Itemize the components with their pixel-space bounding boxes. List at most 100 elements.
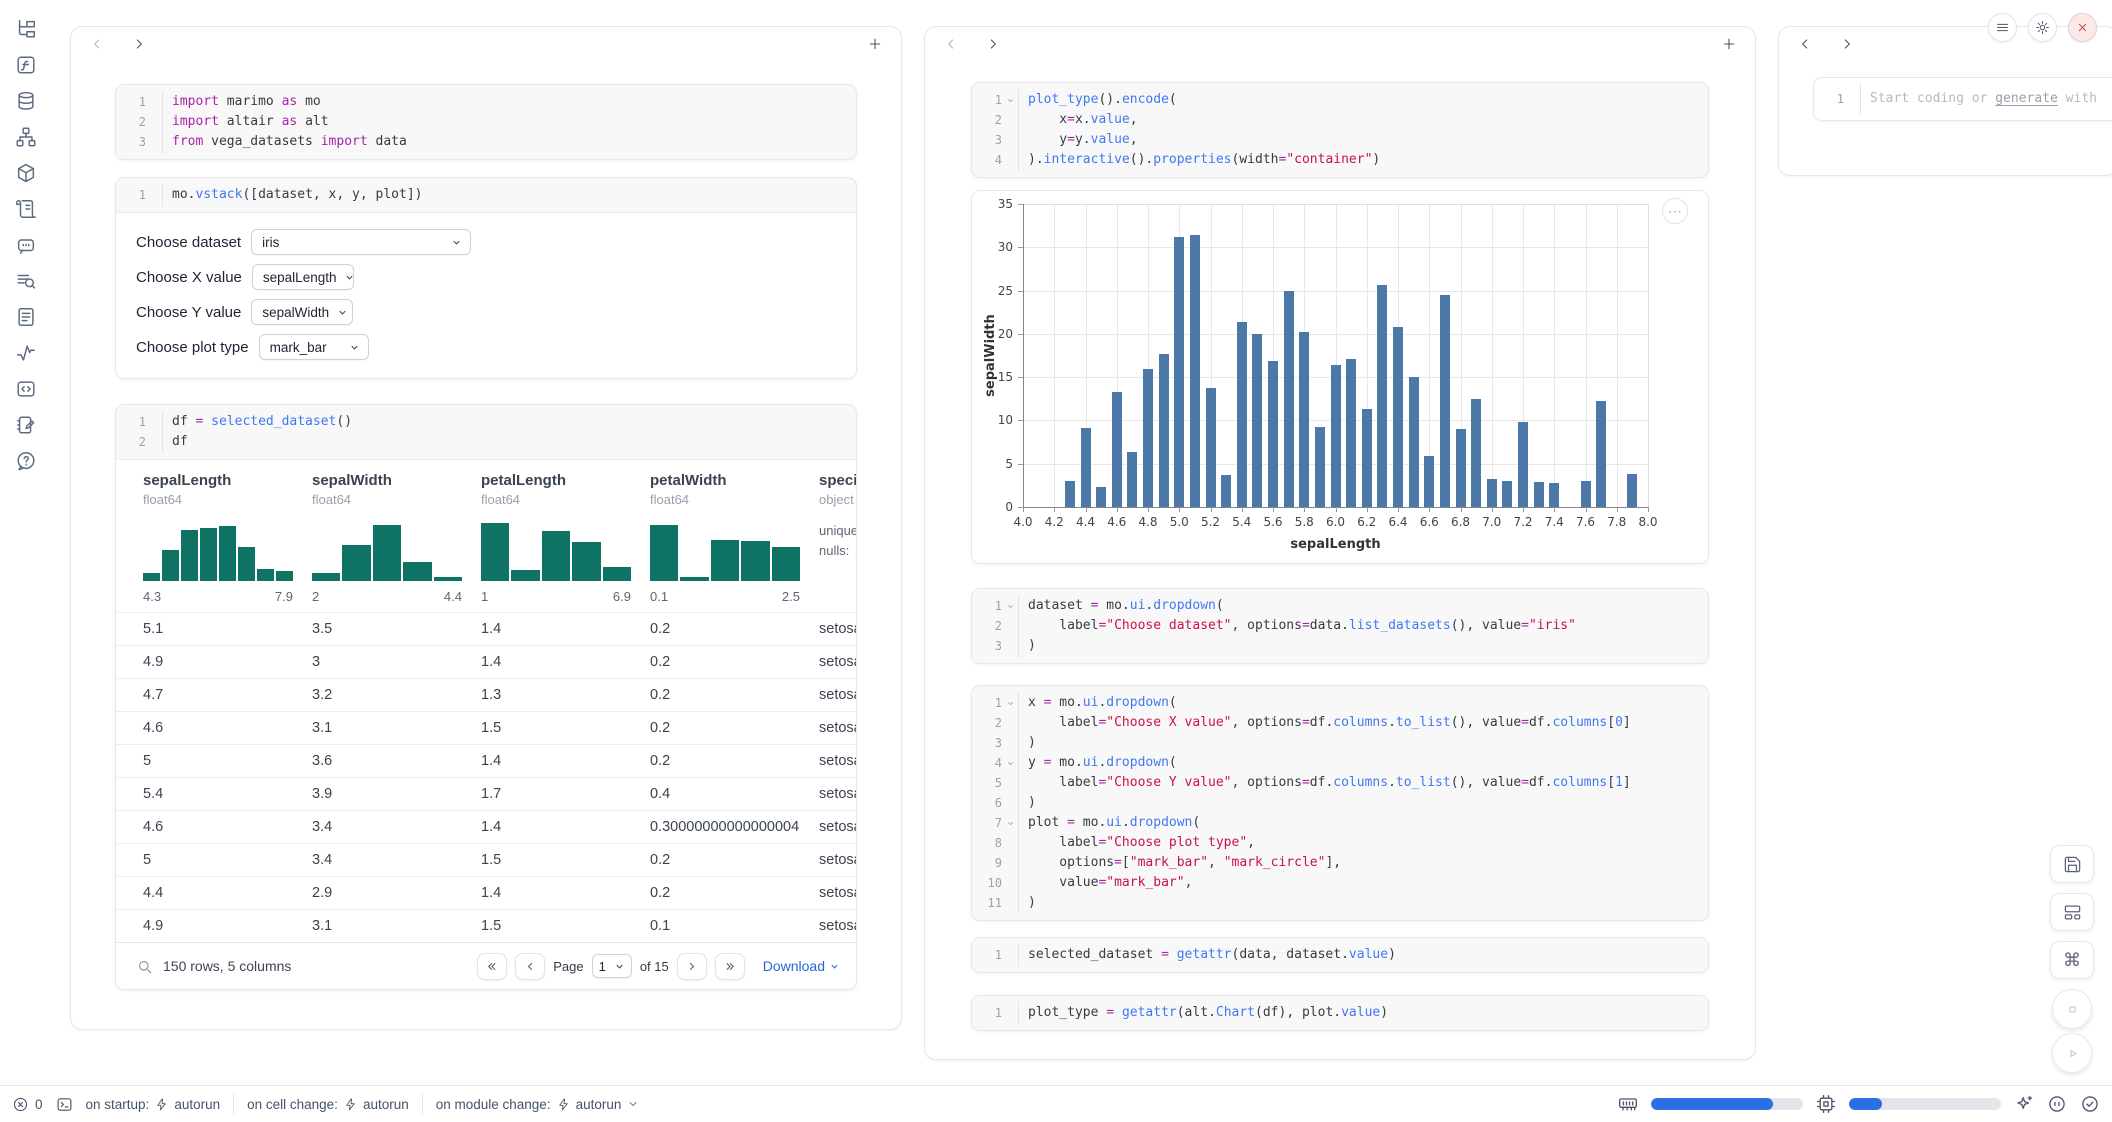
table-row[interactable]: 4.73.21.30.2setosa	[116, 678, 856, 711]
sidebar-documentation-icon[interactable]	[15, 306, 37, 328]
prev-page-button[interactable]	[515, 953, 545, 980]
save-button[interactable]	[2050, 845, 2094, 883]
on-module-change-setting[interactable]: on module change: autorun	[436, 1097, 640, 1112]
column-header-petalLength[interactable]: petalLengthfloat6416.9	[481, 472, 650, 604]
ai-sparkles-button[interactable]	[2014, 1094, 2034, 1114]
add-cell-icon[interactable]	[867, 36, 883, 52]
connection-status-button[interactable]	[2080, 1094, 2100, 1114]
code-line[interactable]: 2import altair as alt	[116, 112, 856, 132]
code-line[interactable]: 1 Start coding or generate with	[1814, 89, 2112, 109]
last-page-button[interactable]	[715, 953, 745, 980]
table-row[interactable]: 53.41.50.2setosa	[116, 843, 856, 876]
table-row[interactable]: 4.63.41.40.30000000000000004setosa	[116, 810, 856, 843]
sidebar-search-docs-icon[interactable]	[15, 270, 37, 292]
on-cell-change-setting[interactable]: on cell change: autorun	[247, 1097, 409, 1112]
code-line[interactable]: 2df	[116, 432, 856, 452]
shutdown-button[interactable]	[2068, 13, 2097, 42]
cell-dataframe[interactable]: 1df = selected_dataset()2df sepalLengthf…	[115, 404, 857, 990]
dropdown-choose-y-value[interactable]: sepalWidth	[251, 299, 353, 325]
sidebar-functions-icon[interactable]	[15, 54, 37, 76]
code-line[interactable]: 1plot_type().encode(	[972, 90, 1708, 110]
first-page-button[interactable]	[477, 953, 507, 980]
on-startup-setting[interactable]: on startup: autorun	[86, 1097, 221, 1112]
add-cell-icon[interactable]	[1721, 36, 1737, 52]
code-line[interactable]: 1df = selected_dataset()	[116, 412, 856, 432]
table-row[interactable]: 4.63.11.50.2setosa	[116, 711, 856, 744]
settings-button[interactable]	[2028, 13, 2057, 42]
code-line[interactable]: 6)	[972, 793, 1708, 813]
sidebar-logs-icon[interactable]	[15, 198, 37, 220]
cell-vstack[interactable]: 1mo.vstack([dataset, x, y, plot]) Choose…	[115, 177, 857, 379]
sidebar-code-outline-icon[interactable]	[15, 378, 37, 400]
cell-imports[interactable]: 1import marimo as mo2import altair as al…	[115, 84, 857, 160]
dropdown-choose-dataset[interactable]: iris	[251, 229, 471, 255]
code-line[interactable]: 9 options=["mark_bar", "mark_circle"],	[972, 853, 1708, 873]
table-row[interactable]: 4.931.40.2setosa	[116, 645, 856, 678]
notebook-menu-button[interactable]	[1988, 13, 2017, 42]
code-line[interactable]: 7plot = mo.ui.dropdown(	[972, 813, 1708, 833]
sidebar-scratchpad-icon[interactable]	[15, 414, 37, 436]
code-line[interactable]: 1selected_dataset = getattr(data, datase…	[972, 945, 1708, 965]
chevron-right-icon[interactable]	[131, 36, 147, 52]
sidebar-database-icon[interactable]	[15, 90, 37, 112]
empty-code-cell[interactable]: 1 Start coding or generate with	[1813, 77, 2112, 121]
dropdown-choose-x-value[interactable]: sepalLength	[252, 264, 354, 290]
cell-xy-dropdowns[interactable]: 1x = mo.ui.dropdown(2 label="Choose X va…	[971, 685, 1709, 921]
generate-link[interactable]: generate	[1995, 91, 2058, 106]
code-line[interactable]: 1import marimo as mo	[116, 92, 856, 112]
error-count-badge[interactable]: 0	[12, 1096, 43, 1113]
code-line[interactable]: 3)	[972, 733, 1708, 753]
code-line[interactable]: 4y = mo.ui.dropdown(	[972, 753, 1708, 773]
layout-toggle-button[interactable]	[2050, 893, 2094, 931]
sidebar-file-tree-icon[interactable]	[15, 18, 37, 40]
code-line[interactable]: 5 label="Choose Y value", options=df.col…	[972, 773, 1708, 793]
code-line[interactable]: 3 y=y.value,	[972, 130, 1708, 150]
sidebar-ai-chat-icon[interactable]	[15, 234, 37, 256]
terminal-button[interactable]	[56, 1096, 73, 1113]
code-line[interactable]: 1dataset = mo.ui.dropdown(	[972, 596, 1708, 616]
column-header-sepalWidth[interactable]: sepalWidthfloat6424.4	[312, 472, 481, 604]
code-line[interactable]: 2 x=x.value,	[972, 110, 1708, 130]
table-row[interactable]: 4.42.91.40.2setosa	[116, 876, 856, 909]
code-line[interactable]: 8 label="Choose plot type",	[972, 833, 1708, 853]
code-line[interactable]: 2 label="Choose dataset", options=data.l…	[972, 616, 1708, 636]
sidebar-help-icon[interactable]	[15, 450, 37, 472]
table-row[interactable]: 5.13.51.40.2setosa	[116, 612, 856, 645]
code-line[interactable]: 1mo.vstack([dataset, x, y, plot])	[116, 185, 856, 205]
next-page-button[interactable]	[677, 953, 707, 980]
chevron-left-icon[interactable]	[943, 36, 959, 52]
cell-selected-dataset[interactable]: 1selected_dataset = getattr(data, datase…	[971, 937, 1709, 973]
table-row[interactable]: 53.61.40.2setosa	[116, 744, 856, 777]
cell-plot-encode[interactable]: 1plot_type().encode(2 x=x.value,3 y=y.va…	[971, 82, 1709, 178]
code-line[interactable]: 4).interactive().properties(width="conta…	[972, 150, 1708, 170]
chart-actions-button[interactable]: ⋯	[1662, 198, 1688, 224]
run-all-button[interactable]	[2052, 1033, 2092, 1073]
table-row[interactable]: 5.43.91.70.4setosa	[116, 777, 856, 810]
dropdown-choose-plot-type[interactable]: mark_bar	[259, 334, 369, 360]
column-header-petalWidth[interactable]: petalWidthfloat640.12.5	[650, 472, 819, 604]
sidebar-dependency-graph-icon[interactable]	[15, 126, 37, 148]
sidebar-tracing-icon[interactable]	[15, 342, 37, 364]
search-icon[interactable]	[136, 958, 153, 975]
code-line[interactable]: 11)	[972, 893, 1708, 913]
cell-plot-type[interactable]: 1plot_type = getattr(alt.Chart(df), plot…	[971, 995, 1709, 1031]
column-header-sepalLength[interactable]: sepalLengthfloat644.37.9	[143, 472, 312, 604]
code-line[interactable]: 1x = mo.ui.dropdown(	[972, 693, 1708, 713]
stop-button[interactable]	[2052, 989, 2092, 1029]
cell-dataset-dropdown[interactable]: 1dataset = mo.ui.dropdown(2 label="Choos…	[971, 588, 1709, 664]
sidebar-packages-icon[interactable]	[15, 162, 37, 184]
code-line[interactable]: 10 value="mark_bar",	[972, 873, 1708, 893]
chevron-left-icon[interactable]	[89, 36, 105, 52]
page-select[interactable]: 1	[592, 954, 632, 978]
download-button[interactable]: Download	[763, 958, 840, 974]
chevron-right-icon[interactable]	[985, 36, 1001, 52]
table-row[interactable]: 4.93.11.50.1setosa	[116, 909, 856, 942]
copilot-button[interactable]	[2047, 1094, 2067, 1114]
chevron-right-icon[interactable]	[1839, 36, 1855, 52]
keyboard-shortcuts-button[interactable]: ⌘	[2050, 941, 2094, 979]
chevron-left-icon[interactable]	[1797, 36, 1813, 52]
code-line[interactable]: 2 label="Choose X value", options=df.col…	[972, 713, 1708, 733]
code-line[interactable]: 3from vega_datasets import data	[116, 132, 856, 152]
code-line[interactable]: 3)	[972, 636, 1708, 656]
column-header-species[interactable]: speciesobjectunique:nulls:	[819, 472, 856, 604]
